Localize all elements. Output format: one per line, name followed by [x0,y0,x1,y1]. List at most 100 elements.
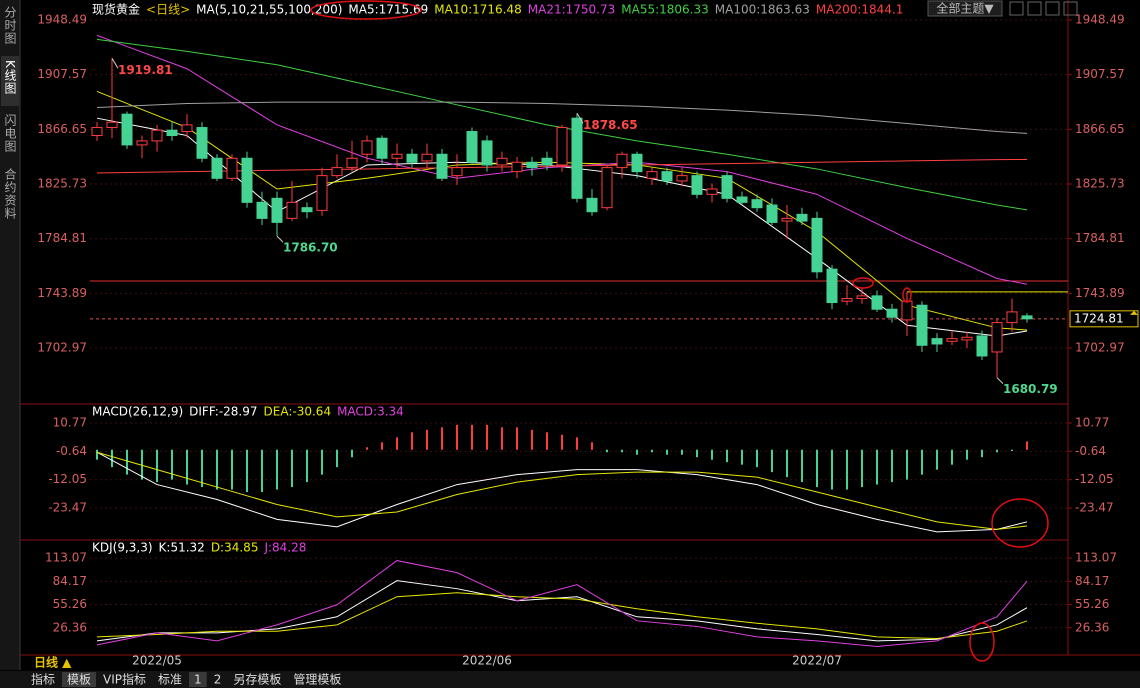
toolbar-tab-active [62,672,97,687]
legend-entry: D:34.85 [211,541,259,555]
sidebar-tab[interactable]: 闪电图 [3,114,17,153]
sidebar [0,0,20,670]
macd-bar [321,449,323,475]
candle-body [841,298,853,302]
y-tick-label: 26.36 [53,620,87,634]
legend-title: MA(5,10,21,55,100,200) [196,3,342,17]
candle-body [391,153,403,159]
candle-body [466,131,478,163]
legend-entry: DEA:-30.64 [264,405,332,419]
macd-bar [516,427,518,450]
candle-body [871,295,883,310]
candle-body [826,268,838,304]
macd-bar [846,449,848,490]
icon-button[interactable] [1009,1,1024,16]
indicator-line [96,451,1028,533]
macd-bar [291,449,293,488]
icon-button[interactable] [1027,1,1042,16]
candle-body [451,167,463,177]
macd-bar [126,449,128,475]
y-tick-label-right: -0.64 [1075,444,1106,458]
candle-body [361,140,373,155]
candle-body [121,113,133,146]
toolbar-tab[interactable]: 管理模板 [293,672,341,687]
macd-bar [621,449,623,453]
panel-title: KDJ(9,3,3) [92,541,153,555]
candle-body [181,124,193,133]
candle-body [1006,311,1018,324]
candle-body [211,157,223,179]
last-price-tag [1069,310,1139,328]
macd-bar [636,449,638,455]
sidebar-tab[interactable]: K线图 [3,60,17,95]
macd-bar [666,449,668,455]
y-tick-label: -0.64 [56,444,87,458]
macd-bar [231,449,233,490]
candle-body [226,157,238,179]
icon-button[interactable] [1063,1,1078,16]
annotation-pointer [996,377,1004,384]
macd-bar [651,449,653,453]
candle-body [961,336,973,341]
macd-bar [246,449,248,493]
candle-body [271,197,283,223]
macd-bar [681,449,683,455]
candle-body [721,175,733,199]
macd-bar [546,432,548,450]
toolbar-tab[interactable]: 指标 [31,672,55,687]
macd-bar [351,449,353,458]
macd-bar [261,449,263,493]
sidebar-tab[interactable]: 合约资料 [3,167,17,220]
toolbar-tab[interactable]: 另存模板 [233,673,281,687]
x-tick-label: 2022/06 [462,654,512,668]
macd-bar [996,449,998,453]
legend-entry: J:84.28 [263,541,306,555]
toolbar-tab[interactable]: 模板 [67,673,91,687]
macd-bar [306,449,308,483]
y-tick-label-right: 1702.97 [1075,341,1125,355]
theme-menu[interactable] [927,0,1003,17]
macd-bar [186,449,188,485]
macd-bar [456,424,458,450]
y-tick-label: 1825.73 [37,177,87,191]
y-tick-label-right: 1825.73 [1075,177,1125,191]
macd-bar [1026,441,1028,450]
candle-body [286,201,298,219]
candle-body [1021,315,1033,320]
toolbar-tab[interactable]: VIP指标 [103,672,146,687]
candle-body [136,140,148,146]
period-selector[interactable]: 日线 ▲ [34,655,72,670]
macd-bar [756,449,758,468]
indicator-line [96,38,1028,211]
annotation: 1680.79 [1003,382,1058,396]
candle-body [301,207,313,213]
candle-body [706,188,718,195]
toolbar-tab[interactable]: 标准 [158,673,182,687]
macd-bar [831,449,833,490]
icon-button[interactable] [1045,1,1060,16]
candle-body [736,196,748,203]
toolbar-tab[interactable]: 2 [214,673,222,687]
y-tick-label: 1948.49 [37,13,87,27]
macd-bar [591,442,593,450]
candle-body [376,137,388,159]
macd-bar [96,449,98,460]
indicator-line [96,592,1028,639]
candle-body [316,175,328,211]
last-price-label: 1724.81 [1074,311,1124,325]
macd-bar [816,449,818,488]
macd-bar [156,449,158,483]
sidebar-tab[interactable]: 分时图 [3,6,17,45]
macd-bar [576,437,578,450]
toolbar-tab[interactable]: 1 [194,673,202,687]
theme-menu-label[interactable]: 全部主题▼ [936,1,994,16]
candle-body [241,157,253,203]
y-tick-label-right: 1866.65 [1075,122,1125,136]
macd-bar [801,449,803,483]
legend-entry: MA55:1806.33 [621,3,709,17]
candle-body [931,338,943,345]
candle-body [781,217,793,222]
panel-title: MACD(26,12,9) [92,405,183,419]
macd-bar [111,449,113,468]
